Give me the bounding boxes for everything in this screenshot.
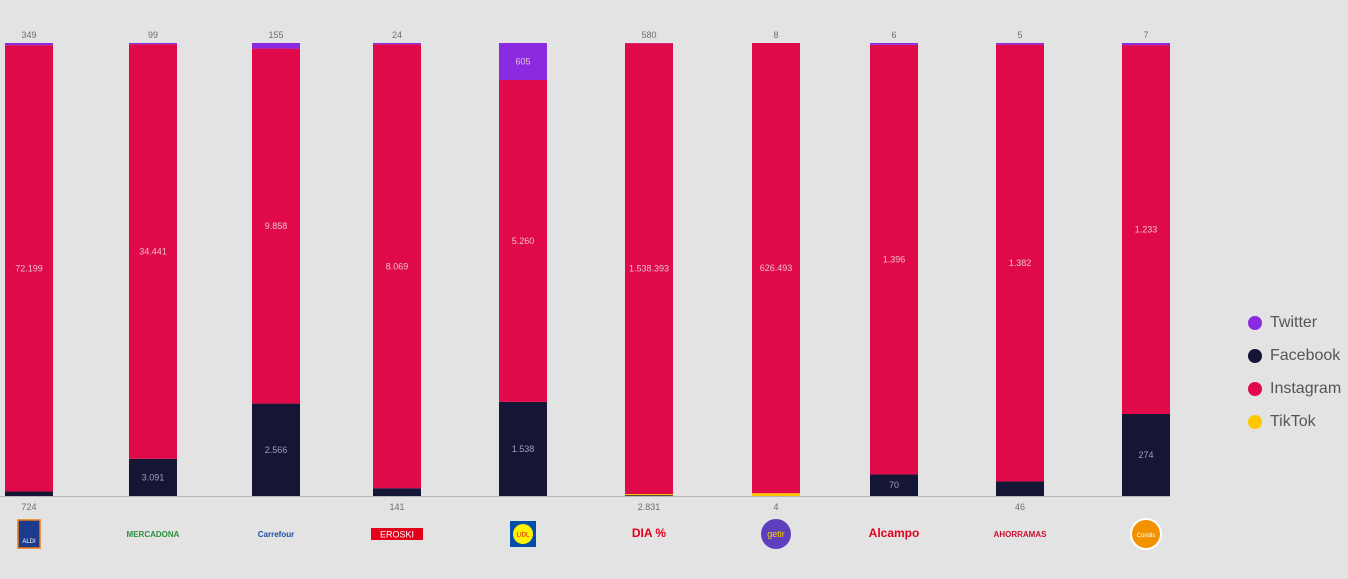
data-label-eroski-instagram: 8.069 bbox=[386, 261, 409, 271]
bar-segment-ahorramas-twitter bbox=[996, 43, 1044, 45]
data-label-lidl-twitter: 605 bbox=[515, 57, 530, 67]
bar-segment-aldi-facebook bbox=[5, 492, 53, 496]
bar-segment-eroski-twitter bbox=[373, 43, 421, 44]
legend-item-twitter[interactable]: Twitter bbox=[1248, 306, 1341, 339]
data-label-mercadona-instagram: 34.441 bbox=[139, 246, 167, 256]
data-label-getir-instagram: 626.493 bbox=[760, 263, 793, 273]
bar-segment-eroski-facebook bbox=[373, 488, 421, 496]
bar-segment-getir-tiktok bbox=[752, 493, 800, 496]
data-label-ahorramas-twitter: 5 bbox=[1017, 30, 1022, 40]
data-label-carrefour-instagram: 9.858 bbox=[265, 221, 288, 231]
data-label-carrefour-twitter: 155 bbox=[268, 30, 283, 40]
data-label-aldi-instagram: 72.199 bbox=[15, 263, 43, 273]
legend-label-facebook: Facebook bbox=[1270, 347, 1340, 365]
category-label-eroski: EROSKI bbox=[380, 530, 414, 540]
data-label-dia-instagram: 1.538.393 bbox=[629, 264, 669, 274]
category-label-alcampo: Alcampo bbox=[869, 526, 920, 540]
data-label-getir-facebook: 4 bbox=[773, 502, 778, 512]
data-label-dia-facebook: 2.831 bbox=[638, 502, 661, 512]
data-label-ahorramas-facebook: 46 bbox=[1015, 502, 1025, 512]
data-label-lidl-instagram: 5.260 bbox=[512, 236, 535, 246]
category-label-lidl: LIDL bbox=[517, 533, 530, 539]
legend-item-tiktok[interactable]: TikTok bbox=[1248, 405, 1341, 438]
data-label-eroski-twitter: 24 bbox=[392, 30, 402, 40]
bar-segment-aldi-twitter bbox=[5, 43, 53, 45]
legend-label-twitter: Twitter bbox=[1270, 314, 1317, 332]
data-label-aldi-facebook: 724 bbox=[21, 502, 36, 512]
legend-item-facebook[interactable]: Facebook bbox=[1248, 339, 1341, 372]
data-label-dia-twitter: 580 bbox=[641, 30, 656, 40]
data-label-getir-twitter: 8 bbox=[773, 30, 778, 40]
category-label-aldi: ALDI bbox=[22, 539, 36, 545]
data-label-supermercados-condis-facebook: 274 bbox=[1138, 450, 1153, 460]
data-label-lidl-facebook: 1.538 bbox=[512, 444, 535, 454]
data-label-mercadona-facebook: 3.091 bbox=[142, 472, 165, 482]
legend-label-tiktok: TikTok bbox=[1270, 413, 1316, 431]
legend-swatch-twitter bbox=[1248, 316, 1262, 330]
data-label-eroski-facebook: 141 bbox=[389, 502, 404, 512]
bar-segment-mercadona-twitter bbox=[129, 43, 177, 44]
category-label-condis: Condis bbox=[1137, 533, 1156, 539]
category-label-mercadona: MERCADONA bbox=[127, 530, 180, 539]
bar-segment-carrefour-twitter bbox=[252, 43, 300, 49]
legend-label-instagram: Instagram bbox=[1270, 380, 1341, 398]
category-label-getir: getir bbox=[767, 529, 785, 539]
data-label-supermercados-condis-instagram: 1.233 bbox=[1135, 225, 1158, 235]
data-label-alcampo-instagram: 1.396 bbox=[883, 255, 906, 265]
data-label-ahorramas-instagram: 1.382 bbox=[1009, 258, 1032, 268]
data-label-aldi-twitter: 349 bbox=[21, 30, 36, 40]
category-label-carrefour: Carrefour bbox=[258, 530, 294, 539]
category-label-ahorramas: AHORRAMAS bbox=[994, 530, 1048, 539]
bar-segment-alcampo-twitter bbox=[870, 43, 918, 45]
bar-segment-dia-tiktok bbox=[625, 494, 673, 495]
category-label-dia: DIA % bbox=[632, 526, 667, 540]
legend-swatch-facebook bbox=[1248, 349, 1262, 363]
data-label-alcampo-twitter: 6 bbox=[891, 30, 896, 40]
legend-swatch-tiktok bbox=[1248, 415, 1262, 429]
bar-segment-supermercados-condis-twitter bbox=[1122, 43, 1170, 45]
bar-segment-ahorramas-facebook bbox=[996, 481, 1044, 496]
data-label-alcampo-facebook: 70 bbox=[889, 480, 899, 490]
legend-swatch-instagram bbox=[1248, 382, 1262, 396]
legend: Twitter Facebook Instagram TikTok bbox=[1248, 306, 1341, 438]
data-label-supermercados-condis-twitter: 7 bbox=[1143, 30, 1148, 40]
legend-item-instagram[interactable]: Instagram bbox=[1248, 372, 1341, 405]
data-label-carrefour-facebook: 2.566 bbox=[265, 445, 288, 455]
data-label-mercadona-twitter: 99 bbox=[148, 30, 158, 40]
bar-segment-dia-facebook bbox=[625, 495, 673, 496]
